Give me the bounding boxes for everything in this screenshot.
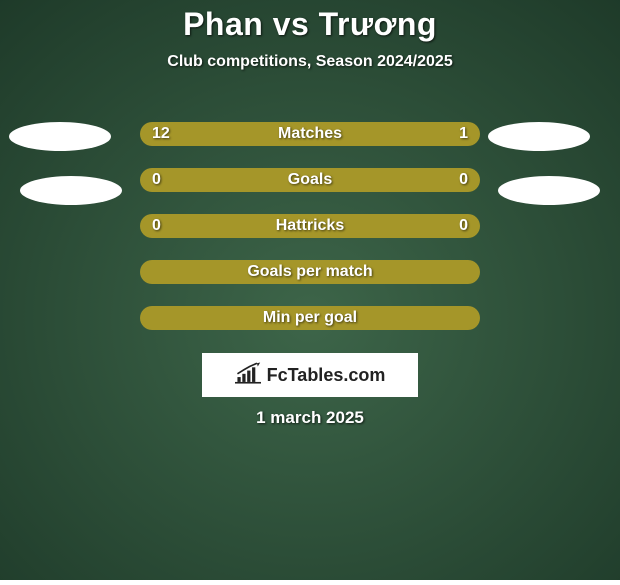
stat-row: Hattricks00 — [0, 203, 620, 249]
bar-left — [140, 168, 480, 192]
subtitle: Club competitions, Season 2024/2025 — [0, 53, 620, 71]
bar-track — [140, 122, 480, 146]
bar-right — [405, 122, 480, 146]
bar-track — [140, 168, 480, 192]
bar-left — [140, 122, 405, 146]
bar-track — [140, 260, 480, 284]
stat-row: Min per goal — [0, 295, 620, 341]
bar-left — [140, 306, 480, 330]
bar-left — [140, 214, 480, 238]
bar-left — [140, 260, 480, 284]
stat-rows: Matches121Goals00Hattricks00Goals per ma… — [0, 111, 620, 341]
stat-row: Goals00 — [0, 157, 620, 203]
page-title: Phan vs Trương — [0, 6, 620, 43]
bar-track — [140, 214, 480, 238]
stat-row: Goals per match — [0, 249, 620, 295]
bar-track — [140, 306, 480, 330]
stat-row: Matches121 — [0, 111, 620, 157]
